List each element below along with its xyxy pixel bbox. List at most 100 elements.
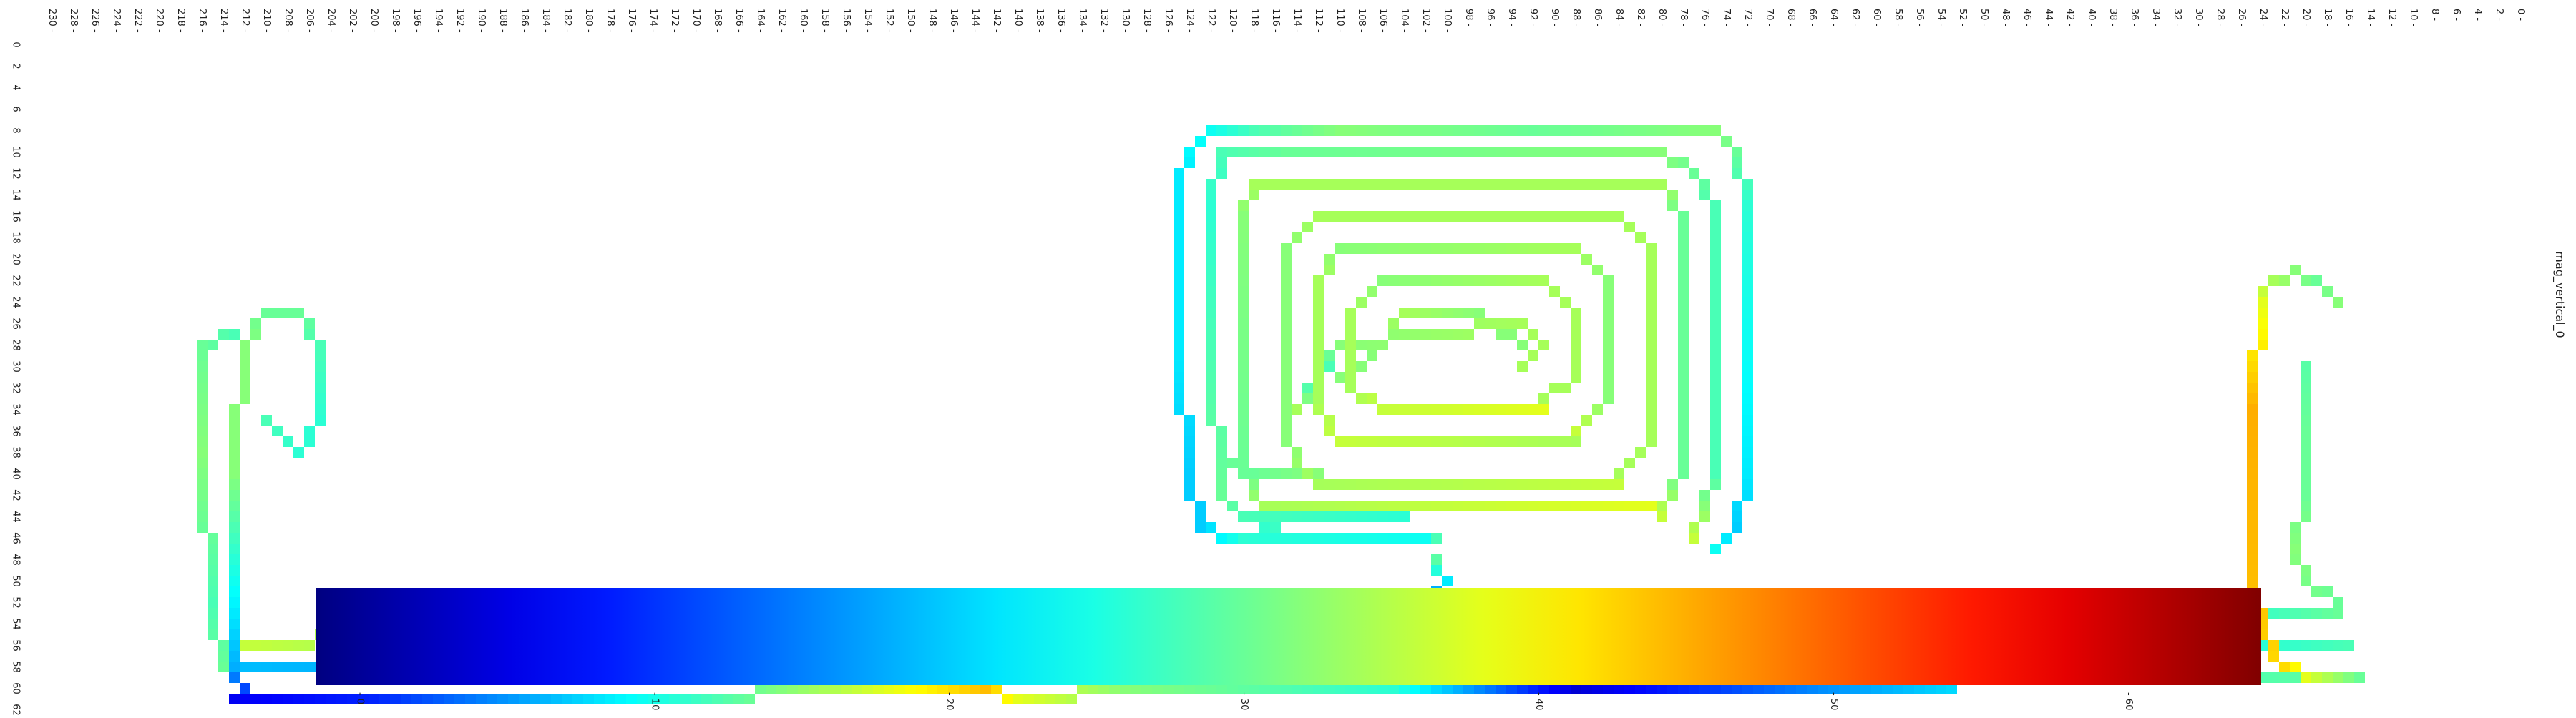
heatmap-cell (1442, 329, 1453, 340)
heatmap-cell (1388, 404, 1399, 415)
x-tick-label: 30 - (2193, 9, 2204, 27)
heatmap-cell (1431, 308, 1442, 318)
heatmap-cell (197, 522, 208, 533)
heatmap-cell (2247, 372, 2258, 383)
heatmap-cell (2247, 404, 2258, 415)
heatmap-cell (1367, 479, 1377, 490)
heatmap-cell (1678, 393, 1689, 404)
heatmap-cell (1399, 501, 1410, 511)
heatmap-cell (1270, 147, 1281, 157)
heatmap-cell (1399, 308, 1410, 318)
heatmap-cell (229, 533, 240, 544)
y-tick-label: 48 (11, 554, 21, 566)
heatmap-cell (1742, 254, 1753, 265)
heatmap-cell (1742, 372, 1753, 383)
heatmap-cell (1238, 383, 1249, 393)
heatmap-cell (1710, 415, 1721, 426)
heatmap-cell (1313, 683, 1324, 694)
heatmap-cell (1313, 179, 1324, 190)
heatmap-cell (2290, 554, 2301, 565)
heatmap-cell (1206, 265, 1216, 275)
heatmap-cell (2279, 608, 2290, 619)
heatmap-cell (1496, 318, 1506, 329)
heatmap-cell (583, 694, 594, 704)
heatmap-cell (1324, 479, 1335, 490)
heatmap-cell (1689, 168, 1699, 179)
heatmap-cell (1560, 243, 1571, 254)
x-tick-label: 112 - (1313, 9, 1324, 33)
heatmap-cell (1635, 179, 1646, 190)
heatmap-cell (1496, 147, 1506, 157)
x-tick-label: 148 - (927, 9, 937, 33)
heatmap-cell (197, 404, 208, 415)
heatmap-cell (197, 511, 208, 522)
heatmap-cell (1646, 683, 1657, 694)
heatmap-cell (208, 586, 218, 597)
heatmap-cell (1603, 383, 1614, 393)
heatmap-cell (1463, 404, 1474, 415)
heatmap-cell (1592, 265, 1603, 275)
heatmap-cell (970, 683, 980, 694)
heatmap-cell (1603, 350, 1614, 361)
heatmap-cell (1259, 511, 1270, 522)
heatmap-cell (454, 694, 465, 704)
y-tick-label: 10 (11, 146, 21, 158)
heatmap-cell (1646, 286, 1657, 297)
heatmap-cell (594, 694, 605, 704)
heatmap-cell (1345, 511, 1356, 522)
heatmap-cell (1302, 147, 1313, 157)
x-tick-label: 36 - (2129, 9, 2140, 27)
heatmap-cell (1206, 308, 1216, 318)
heatmap-cell (1335, 511, 1345, 522)
heatmap-cell (1657, 501, 1667, 511)
heatmap-cell (1646, 404, 1657, 415)
heatmap-cell (261, 640, 272, 651)
heatmap-cell (1377, 243, 1388, 254)
heatmap-cell (1453, 436, 1463, 447)
heatmap-cell (1431, 329, 1442, 340)
heatmap-cell (1560, 297, 1571, 308)
heatmap-cell (1174, 393, 1184, 404)
heatmap-cell (315, 361, 326, 372)
heatmap-cell (1635, 683, 1646, 694)
heatmap-cell (1377, 511, 1388, 522)
heatmap-cell (1603, 393, 1614, 404)
heatmap-cell (1174, 243, 1184, 254)
heatmap-cell (208, 629, 218, 640)
heatmap-cell (1646, 501, 1657, 511)
heatmap-cell (1292, 232, 1302, 243)
heatmap-cell (2268, 672, 2279, 683)
heatmap-cell (1249, 147, 1259, 157)
heatmap-cell (1195, 511, 1206, 522)
heatmap-cell (1453, 479, 1463, 490)
heatmap-cell (1710, 254, 1721, 265)
heatmap-cell (1646, 393, 1657, 404)
heatmap-cell (1538, 479, 1549, 490)
x-tick-label: 14 - (2365, 9, 2376, 27)
heatmap-cell (1206, 190, 1216, 200)
x-tick-label: 8 - (2429, 9, 2440, 21)
heatmap-cell (1292, 533, 1302, 544)
heatmap-cell (1742, 404, 1753, 415)
heatmap-cell (1184, 426, 1195, 436)
y-tick-label: 14 (11, 189, 21, 201)
heatmap-cell (1667, 683, 1678, 694)
heatmap-cell (1335, 683, 1345, 694)
heatmap-cell (1635, 501, 1646, 511)
heatmap-cell (927, 683, 937, 694)
heatmap-cell (1431, 533, 1442, 544)
heatmap-cell (1431, 125, 1442, 136)
heatmap-cell (1742, 318, 1753, 329)
heatmap-cell (1678, 372, 1689, 383)
heatmap-cell (1528, 211, 1538, 222)
heatmap-cell (1764, 683, 1775, 694)
heatmap-cell (1184, 447, 1195, 458)
x-tick-label: 96 - (1485, 9, 1496, 27)
heatmap-cell (197, 340, 208, 350)
heatmap-cell (1120, 683, 1131, 694)
heatmap-cell (1528, 404, 1538, 415)
heatmap-cell (1335, 179, 1345, 190)
y-tick-label: 12 (11, 167, 21, 180)
heatmap-cell (1410, 308, 1420, 318)
